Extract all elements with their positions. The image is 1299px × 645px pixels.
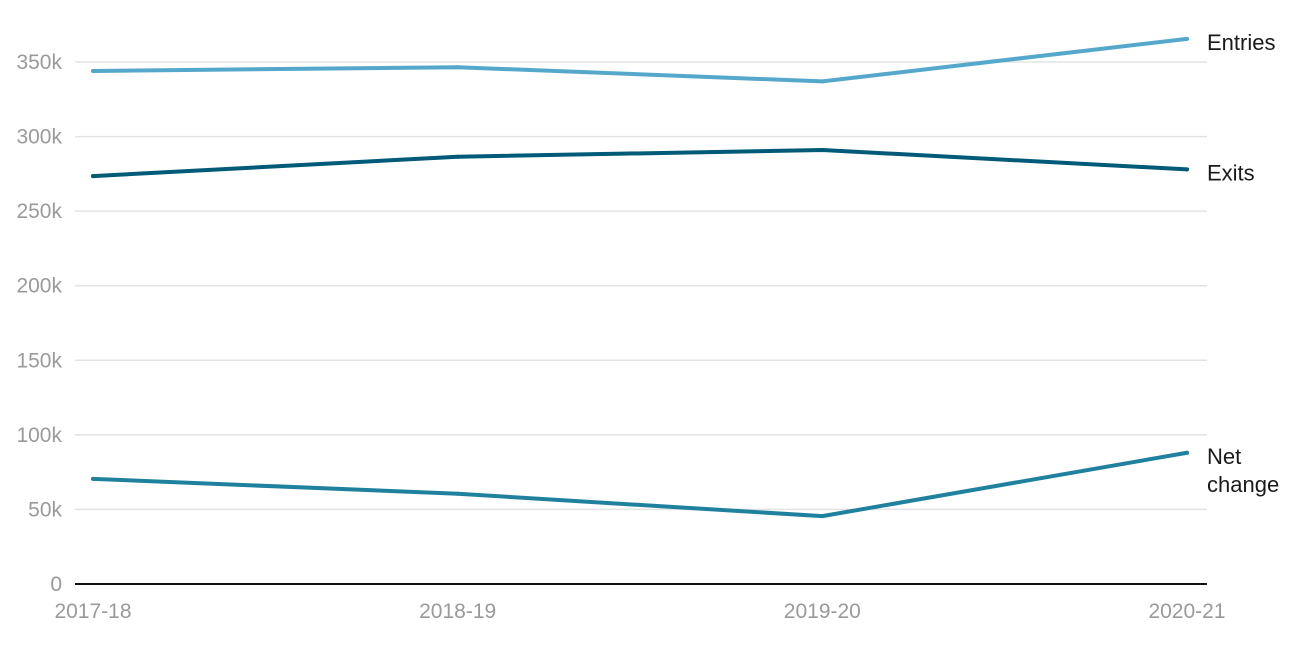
entries-label: Entries <box>1207 30 1275 55</box>
net-change-point <box>1185 450 1189 455</box>
series-labels: Entries Exits Net change <box>1207 30 1279 497</box>
y-tick-label: 350k <box>16 51 62 74</box>
exits-point <box>91 174 95 179</box>
x-tick-label: 2019-20 <box>784 600 861 623</box>
y-axis-ticks: 0 50k 100k 150k 200k 250k 300k 350k <box>16 51 62 596</box>
exits-point <box>455 154 460 159</box>
series-lines <box>91 36 1189 519</box>
x-tick-label: 2017-18 <box>54 600 131 623</box>
net-change-point <box>91 476 95 481</box>
net-change-line <box>91 450 1189 519</box>
y-tick-label: 50k <box>28 498 62 521</box>
y-tick-label: 0 <box>50 573 62 596</box>
exits-point <box>820 147 825 152</box>
exits-label-line: Exits <box>1207 160 1255 185</box>
exits-line <box>91 147 1189 179</box>
entries-point <box>820 79 825 84</box>
net-change-point <box>820 514 825 519</box>
net-change-label-line: change <box>1207 472 1279 497</box>
y-tick-label: 150k <box>16 349 62 372</box>
entries-label-line: Entries <box>1207 30 1275 55</box>
gridlines <box>75 61 1207 511</box>
net-change-point <box>455 491 460 496</box>
x-tick-label: 2020-21 <box>1148 600 1225 623</box>
entries-line <box>91 36 1189 84</box>
entries-point <box>91 68 95 73</box>
entries-point <box>1185 36 1189 41</box>
net-change-label-line: Net <box>1207 444 1241 469</box>
y-tick-label: 250k <box>16 200 62 223</box>
exits-label: Exits <box>1207 160 1255 185</box>
y-tick-label: 200k <box>16 275 62 298</box>
exits-point <box>1185 167 1189 172</box>
y-tick-label: 100k <box>16 424 62 447</box>
net-change-label: Net change <box>1207 444 1279 497</box>
x-tick-label: 2018-19 <box>419 600 496 623</box>
entries-point <box>455 65 460 70</box>
x-axis-ticks: 2017-18 2018-19 2019-20 2020-21 <box>54 600 1225 623</box>
y-tick-label: 300k <box>16 126 62 149</box>
